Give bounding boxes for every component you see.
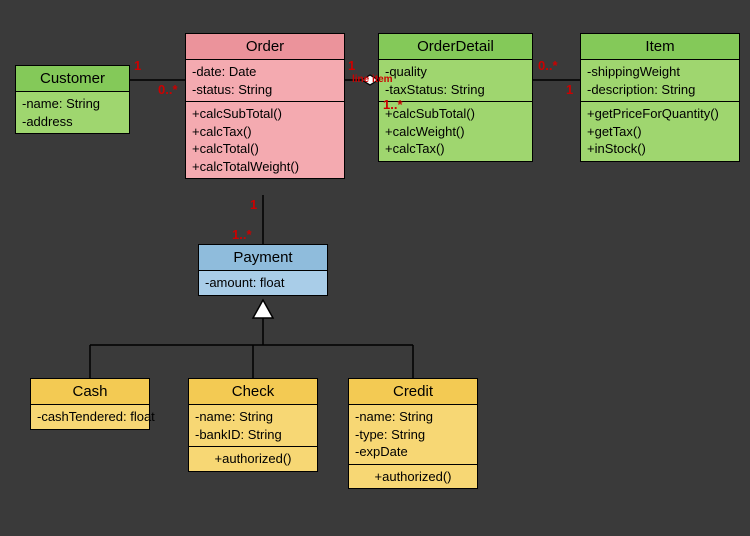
class-cash: Cash -cashTendered: float <box>30 378 150 430</box>
mult-label: 0..* <box>158 82 178 97</box>
class-attrs: -shippingWeight -description: String <box>581 60 739 101</box>
class-attrs: -cashTendered: float <box>31 405 149 429</box>
class-customer: Customer -name: String -address <box>15 65 130 134</box>
class-attrs: -name: String -bankID: String <box>189 405 317 446</box>
class-attrs: -quality -taxStatus: String <box>379 60 532 101</box>
class-title: Credit <box>349 379 477 405</box>
class-title: Customer <box>16 66 129 92</box>
class-title: Cash <box>31 379 149 405</box>
class-attrs: -amount: float <box>199 271 327 295</box>
class-payment: Payment -amount: float <box>198 244 328 296</box>
class-title: Item <box>581 34 739 60</box>
mult-label: 1 <box>348 58 355 73</box>
class-ops: +authorized() <box>349 464 477 489</box>
mult-label: 0..* <box>538 58 558 73</box>
class-ops: +calcSubTotal() +calcTax() +calcTotal() … <box>186 101 344 178</box>
class-title: Order <box>186 34 344 60</box>
class-order: Order -date: Date -status: String +calcS… <box>185 33 345 179</box>
mult-label: 1 <box>566 82 573 97</box>
mult-label: 1 <box>134 58 141 73</box>
class-check: Check -name: String -bankID: String +aut… <box>188 378 318 472</box>
mult-label: 1 <box>250 197 257 212</box>
assoc-label: line item <box>352 74 393 85</box>
class-attrs: -date: Date -status: String <box>186 60 344 101</box>
class-attrs: -name: String -address <box>16 92 129 133</box>
mult-label: 1..* <box>383 97 403 112</box>
class-title: Check <box>189 379 317 405</box>
class-ops: +authorized() <box>189 446 317 471</box>
class-title: Payment <box>199 245 327 271</box>
class-credit: Credit -name: String -type: String -expD… <box>348 378 478 489</box>
class-ops: +getPriceForQuantity() +getTax() +inStoc… <box>581 101 739 161</box>
class-item: Item -shippingWeight -description: Strin… <box>580 33 740 162</box>
mult-label: 1..* <box>232 227 252 242</box>
class-title: OrderDetail <box>379 34 532 60</box>
class-attrs: -name: String -type: String -expDate <box>349 405 477 464</box>
